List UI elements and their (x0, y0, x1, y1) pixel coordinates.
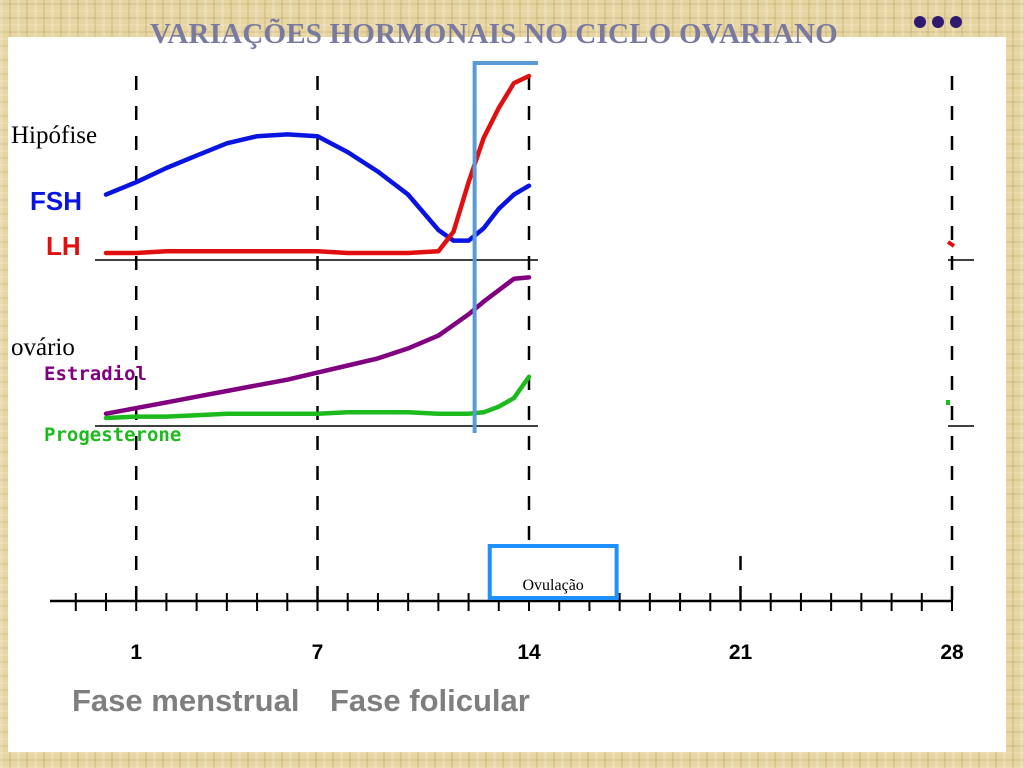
phase-label-folicular: Fase folicular (330, 683, 530, 718)
series-label-lh: LH (46, 231, 81, 261)
series-line-lh (103, 73, 532, 256)
x-tick-label: 7 (312, 641, 324, 664)
series-label-fsh: FSH (30, 186, 82, 216)
series-line-fsh (103, 132, 532, 243)
decorative-dot (950, 16, 962, 28)
decorative-dot (914, 16, 926, 28)
x-tick-label: 1 (130, 641, 142, 664)
x-tick-label: 28 (940, 641, 964, 664)
ovulation-label: Ovulação (523, 577, 584, 594)
reveal-mask (538, 60, 948, 540)
ovulation-box (487, 544, 619, 600)
decorative-dot (932, 16, 944, 28)
label-hipofise: Hipófise (8, 120, 105, 151)
series-line-progesterone (103, 374, 532, 421)
title-dots-decoration (912, 12, 968, 34)
label-ovario: ovário (8, 332, 79, 363)
series-label-estradiol: Estradiol (44, 363, 147, 385)
slide-title: VARIAÇÕES HORMONAIS NO CICLO OVARIANO (150, 18, 838, 50)
phase-label-menstrual: Fase menstrual (72, 683, 300, 718)
lh-end-stub (946, 240, 956, 248)
ovulation-marker-line (472, 61, 538, 433)
series-label-progesterone: Progesterone (44, 424, 181, 446)
x-tick-label: 14 (517, 641, 541, 664)
x-tick-label: 21 (729, 641, 753, 664)
series-line-estradiol (103, 275, 532, 416)
